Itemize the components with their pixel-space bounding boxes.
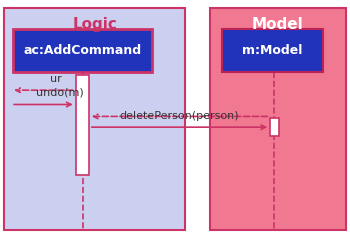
Bar (4, 8, 186, 230)
Text: Model: Model (252, 17, 304, 32)
Text: undo(m): undo(m) (36, 87, 84, 97)
Text: ac:AddCommand: ac:AddCommand (23, 44, 142, 57)
Bar (270, 118, 279, 136)
Text: Logic: Logic (72, 17, 117, 32)
Bar (222, 29, 323, 72)
Bar (210, 8, 346, 230)
Bar (13, 29, 152, 72)
Text: deletePerson(person): deletePerson(person) (120, 111, 239, 121)
Text: ur: ur (50, 74, 62, 84)
Text: m:Model: m:Model (243, 44, 303, 57)
Bar (76, 75, 89, 175)
